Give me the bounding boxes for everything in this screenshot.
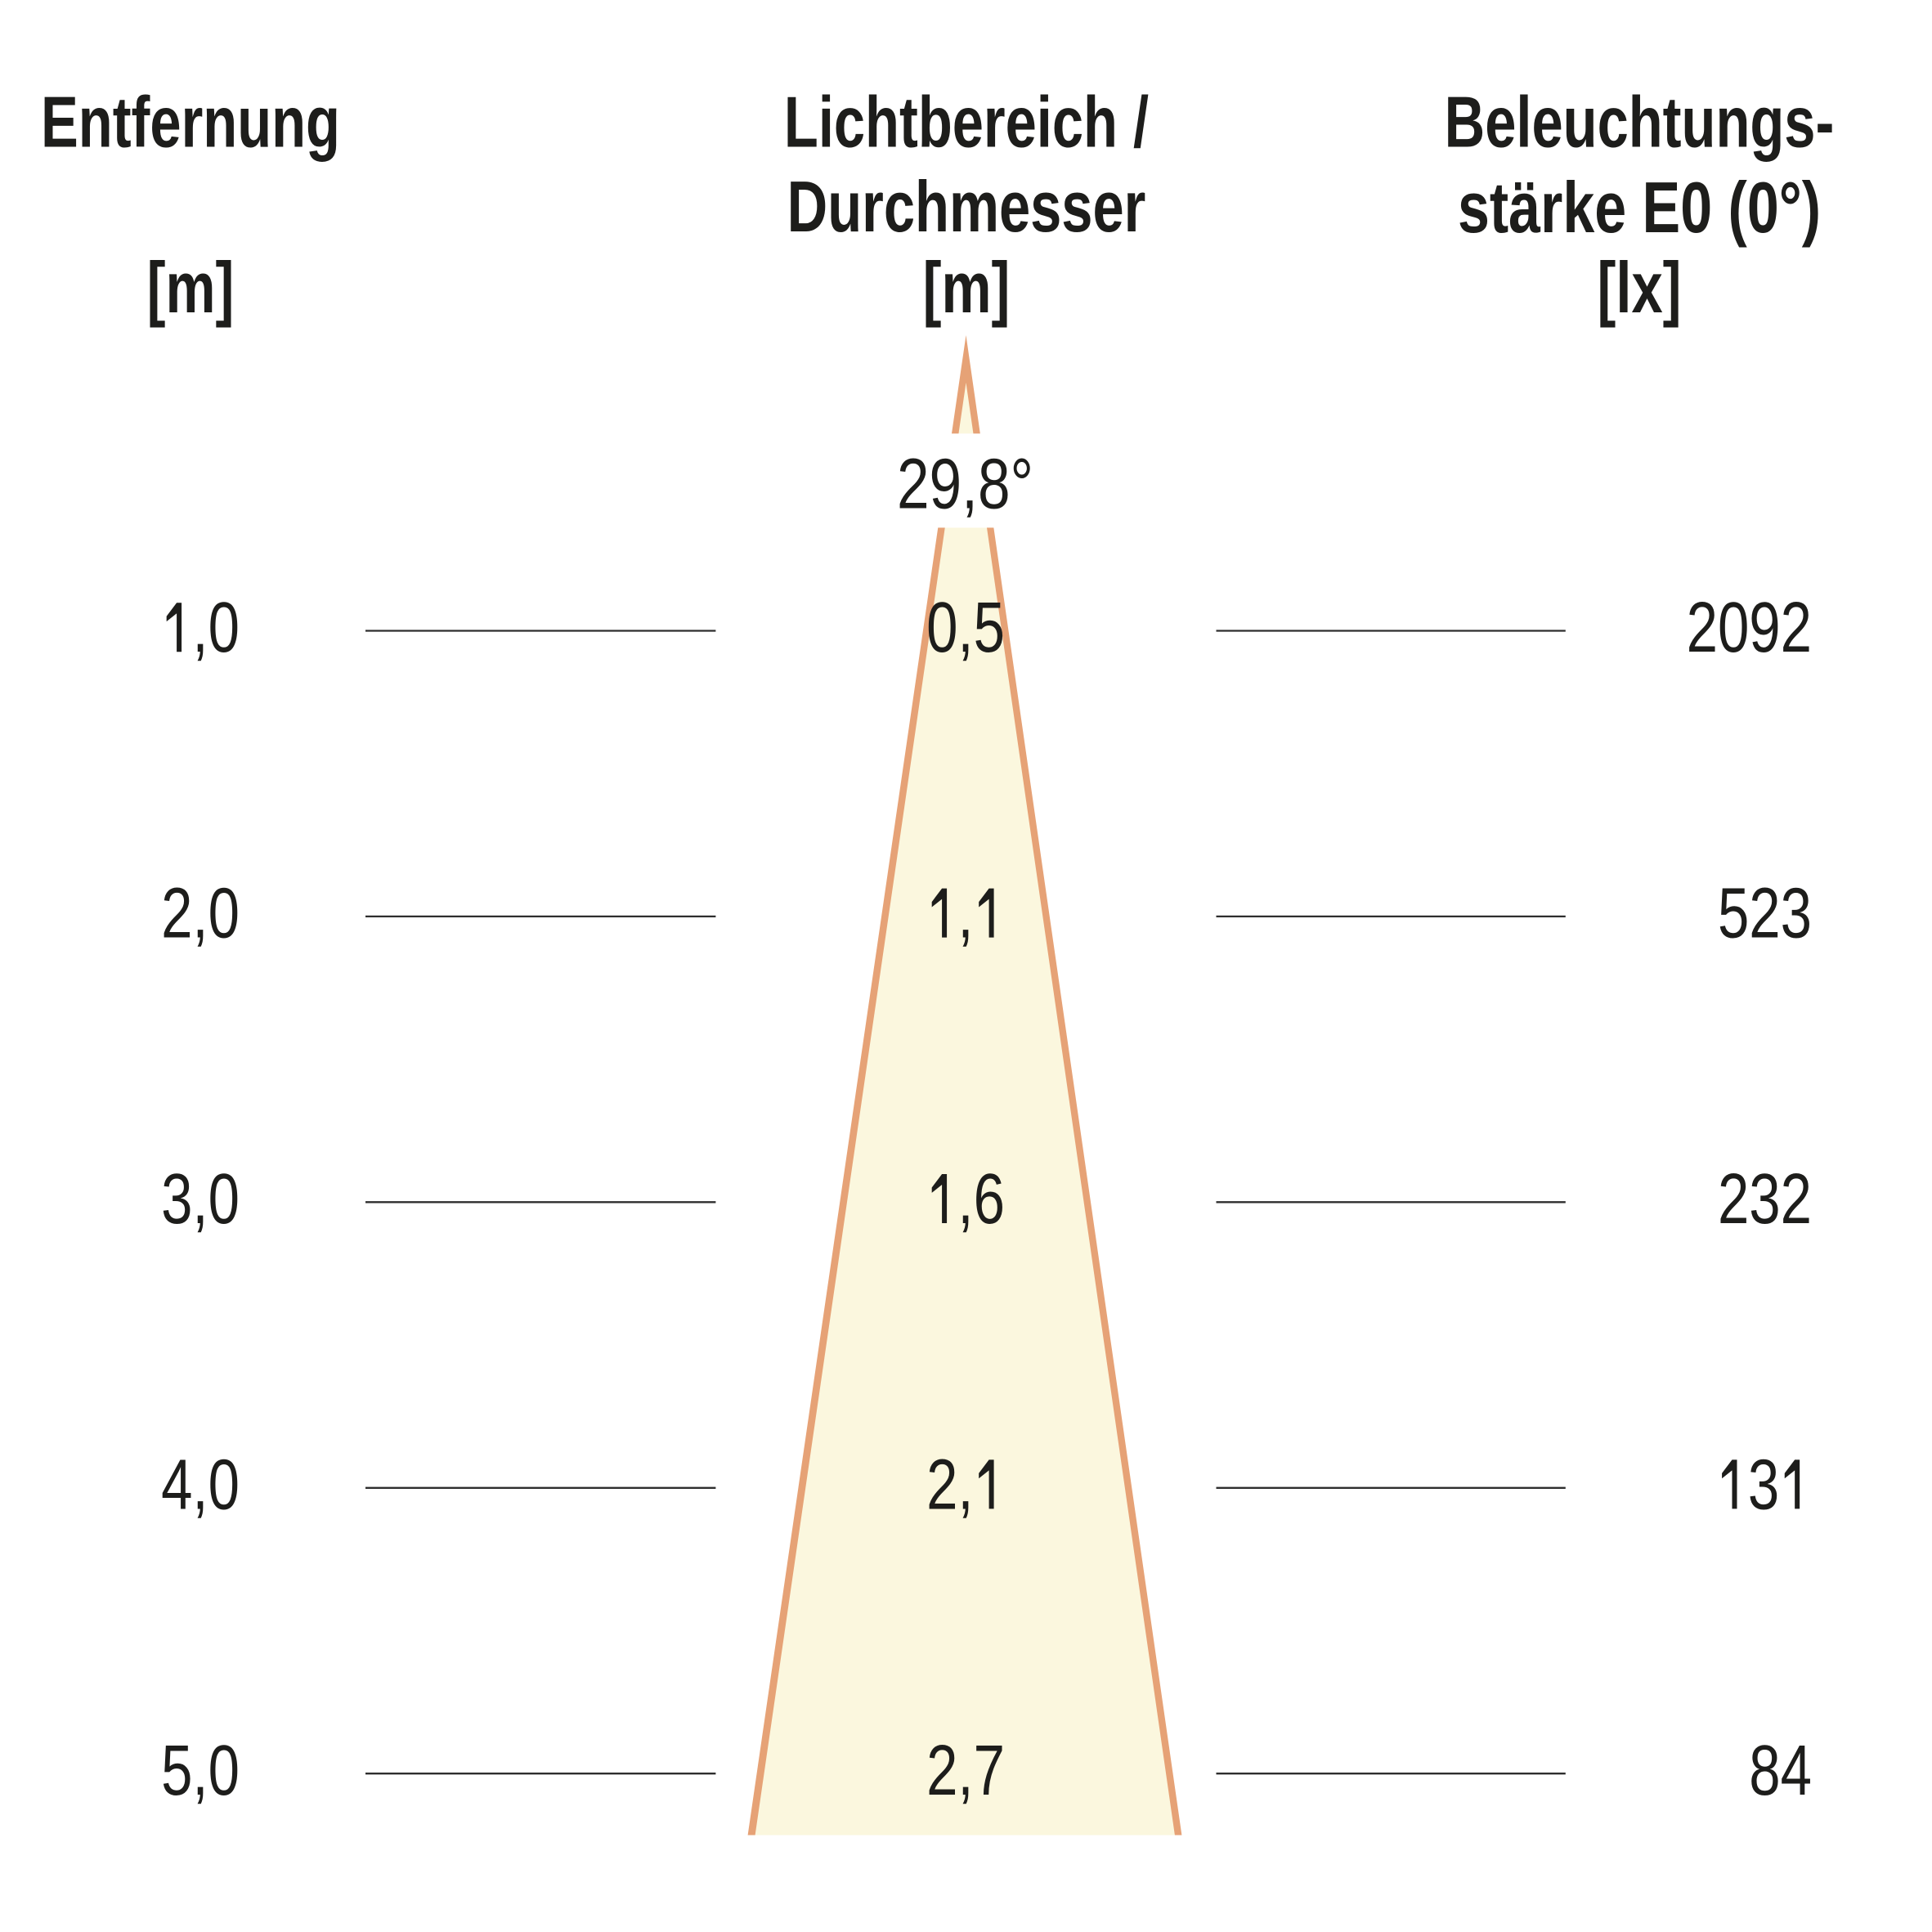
svg-text:2,0: 2,0	[161, 873, 240, 953]
svg-text:523: 523	[1718, 873, 1812, 953]
svg-text:0: 0	[208, 587, 240, 667]
svg-text:29,8°: 29,8°	[897, 443, 1033, 523]
svg-text:5,0: 5,0	[161, 1730, 240, 1810]
svg-text:2: 2	[926, 1445, 957, 1525]
svg-text:4,0: 4,0	[161, 1445, 240, 1525]
svg-text:84: 84	[1749, 1730, 1812, 1810]
svg-text:Entfernung: Entfernung	[41, 82, 340, 162]
svg-text:0,5: 0,5	[926, 587, 1005, 667]
svg-text:2092: 2092	[1687, 587, 1812, 667]
svg-text:,: ,	[957, 873, 973, 953]
svg-text:Lichtbereich /: Lichtbereich /	[784, 82, 1149, 162]
svg-text:stärke E0 (0°): stärke E0 (0°)	[1458, 167, 1821, 248]
svg-text:,: ,	[957, 1445, 973, 1525]
svg-text:,: ,	[192, 587, 208, 667]
svg-text:232: 232	[1718, 1159, 1812, 1239]
svg-text:2,7: 2,7	[926, 1730, 1005, 1810]
svg-text:3: 3	[1748, 1445, 1779, 1525]
svg-text:[m]: [m]	[923, 248, 1011, 328]
svg-text:Durchmesser: Durchmesser	[787, 167, 1146, 247]
svg-text:[m]: [m]	[147, 248, 235, 328]
svg-text:3,0: 3,0	[161, 1159, 240, 1239]
svg-text:Beleuchtungs-: Beleuchtungs-	[1445, 82, 1835, 162]
svg-text:[lx]: [lx]	[1598, 248, 1682, 328]
svg-text:,: ,	[957, 1159, 973, 1239]
svg-text:6: 6	[974, 1159, 1005, 1239]
